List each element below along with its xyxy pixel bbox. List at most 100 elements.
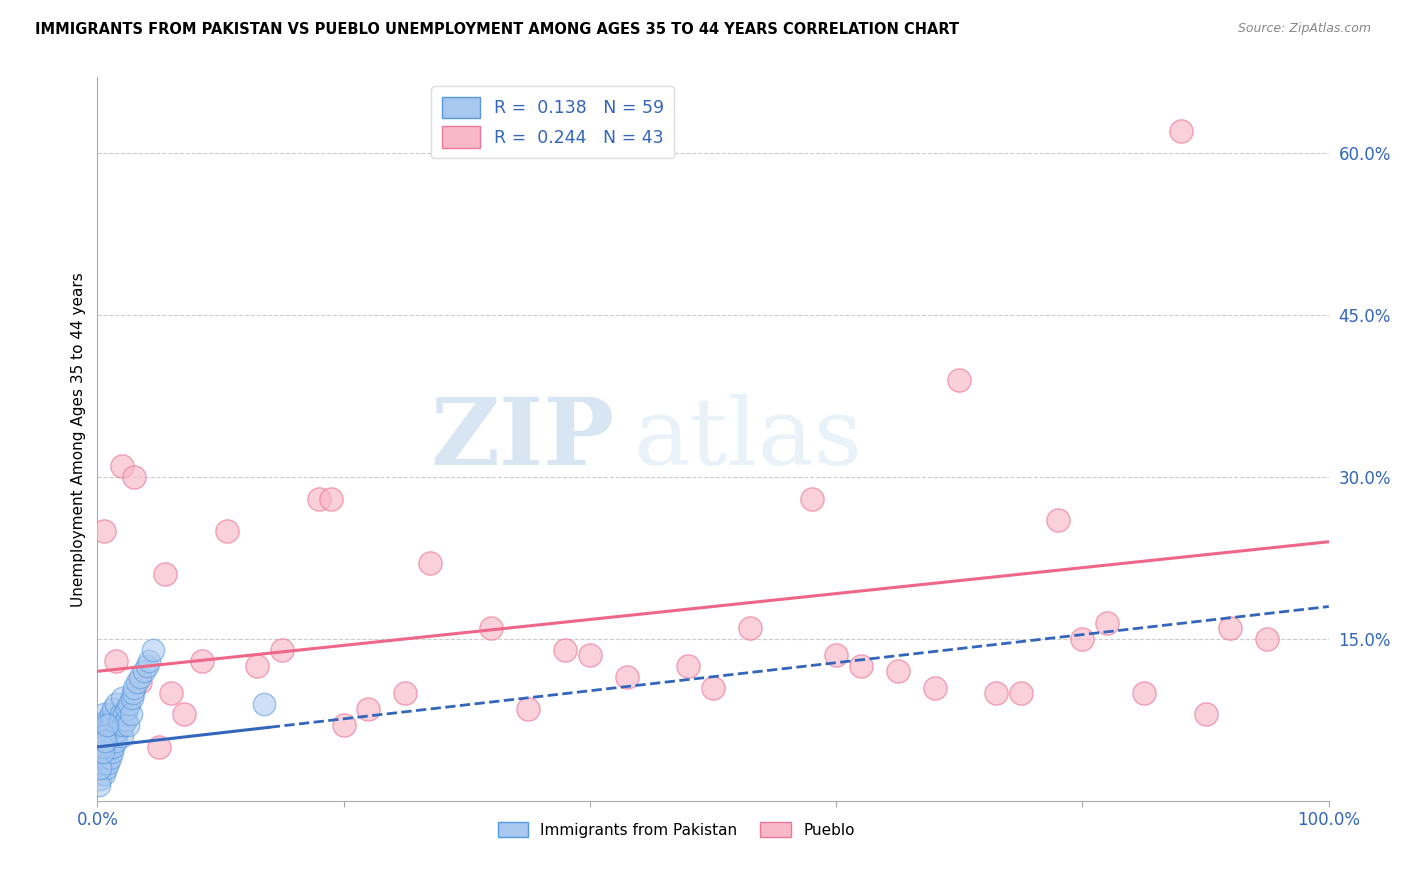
- Point: [135, 659, 157, 673]
- Point: [101, 745, 124, 759]
- Point: [1071, 632, 1094, 646]
- Point: [357, 702, 380, 716]
- Point: [101, 713, 124, 727]
- Point: [517, 702, 540, 716]
- Point: [100, 739, 122, 754]
- Point: [1170, 124, 1192, 138]
- Point: [93, 707, 115, 722]
- Point: [616, 670, 638, 684]
- Point: [1133, 686, 1156, 700]
- Point: [91, 756, 114, 770]
- Point: [98, 718, 121, 732]
- Point: [93, 729, 115, 743]
- Point: [94, 729, 117, 743]
- Point: [110, 707, 132, 722]
- Point: [96, 713, 118, 727]
- Point: [114, 707, 136, 722]
- Point: [117, 718, 139, 732]
- Point: [93, 734, 115, 748]
- Point: [160, 686, 183, 700]
- Point: [98, 750, 121, 764]
- Point: [924, 681, 946, 695]
- Point: [1219, 621, 1241, 635]
- Point: [89, 739, 111, 754]
- Point: [122, 686, 145, 700]
- Point: [579, 648, 602, 662]
- Point: [93, 767, 115, 781]
- Point: [96, 718, 118, 732]
- Point: [738, 621, 761, 635]
- Point: [142, 642, 165, 657]
- Point: [91, 745, 114, 759]
- Text: atlas: atlas: [633, 394, 862, 484]
- Point: [89, 778, 111, 792]
- Point: [89, 772, 111, 787]
- Point: [89, 762, 111, 776]
- Point: [120, 707, 142, 722]
- Point: [124, 681, 146, 695]
- Point: [702, 681, 724, 695]
- Point: [103, 739, 125, 754]
- Point: [93, 524, 115, 538]
- Point: [103, 702, 125, 716]
- Point: [481, 621, 503, 635]
- Point: [90, 718, 112, 732]
- Point: [97, 723, 120, 738]
- Point: [1010, 686, 1032, 700]
- Point: [308, 491, 330, 506]
- Point: [105, 723, 128, 738]
- Point: [321, 491, 343, 506]
- Point: [1046, 513, 1069, 527]
- Point: [153, 567, 176, 582]
- Point: [948, 373, 970, 387]
- Point: [394, 686, 416, 700]
- Point: [419, 557, 441, 571]
- Point: [148, 739, 170, 754]
- Point: [91, 729, 114, 743]
- Point: [1095, 615, 1118, 630]
- Point: [129, 670, 152, 684]
- Point: [111, 459, 134, 474]
- Point: [887, 665, 910, 679]
- Point: [825, 648, 848, 662]
- Point: [332, 718, 354, 732]
- Point: [104, 697, 127, 711]
- Point: [554, 642, 576, 657]
- Point: [107, 718, 129, 732]
- Text: IMMIGRANTS FROM PAKISTAN VS PUEBLO UNEMPLOYMENT AMONG AGES 35 TO 44 YEARS CORREL: IMMIGRANTS FROM PAKISTAN VS PUEBLO UNEMP…: [35, 22, 959, 37]
- Point: [121, 691, 143, 706]
- Point: [115, 702, 138, 716]
- Point: [129, 675, 152, 690]
- Point: [800, 491, 823, 506]
- Point: [90, 750, 112, 764]
- Point: [93, 718, 115, 732]
- Point: [108, 713, 131, 727]
- Point: [173, 707, 195, 722]
- Point: [252, 697, 274, 711]
- Point: [87, 762, 110, 776]
- Point: [986, 686, 1008, 700]
- Point: [215, 524, 238, 538]
- Point: [94, 762, 117, 776]
- Point: [104, 729, 127, 743]
- Point: [104, 653, 127, 667]
- Text: Source: ZipAtlas.com: Source: ZipAtlas.com: [1237, 22, 1371, 36]
- Point: [138, 653, 160, 667]
- Point: [112, 718, 135, 732]
- Text: ZIP: ZIP: [430, 394, 614, 484]
- Point: [96, 745, 118, 759]
- Point: [125, 675, 148, 690]
- Point: [1194, 707, 1216, 722]
- Legend: Immigrants from Pakistan, Pueblo: Immigrants from Pakistan, Pueblo: [492, 815, 860, 844]
- Point: [678, 659, 700, 673]
- Point: [246, 659, 269, 673]
- Point: [111, 729, 134, 743]
- Point: [191, 653, 214, 667]
- Point: [97, 756, 120, 770]
- Y-axis label: Unemployment Among Ages 35 to 44 years: Unemployment Among Ages 35 to 44 years: [72, 272, 86, 607]
- Point: [271, 642, 294, 657]
- Point: [104, 734, 127, 748]
- Point: [93, 750, 115, 764]
- Point: [100, 707, 122, 722]
- Point: [849, 659, 872, 673]
